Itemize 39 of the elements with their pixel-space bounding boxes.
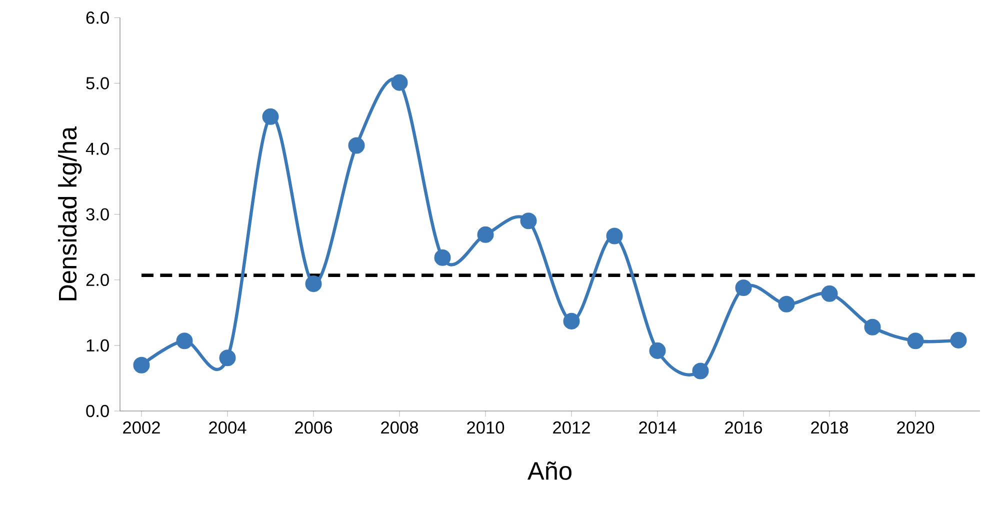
point bbox=[606, 228, 623, 244]
point bbox=[950, 332, 967, 348]
point bbox=[434, 249, 451, 266]
x-tick-label: 2008 bbox=[381, 421, 418, 434]
x-tick-label: 2018 bbox=[811, 421, 848, 434]
y-tick-label: 4.0 bbox=[86, 142, 109, 155]
x-tick-label: 2012 bbox=[553, 421, 590, 434]
x-tick-label: 2020 bbox=[897, 421, 934, 434]
point bbox=[176, 332, 193, 350]
point bbox=[563, 312, 580, 330]
point bbox=[391, 74, 408, 91]
y-tick-label: 5.0 bbox=[86, 77, 109, 90]
point bbox=[864, 318, 881, 336]
point bbox=[735, 279, 752, 296]
y-tick-label: 0.0 bbox=[86, 404, 109, 418]
point bbox=[649, 342, 666, 359]
x-tick-label: 2004 bbox=[209, 421, 246, 434]
y-axis-title: Densidad kg/ha bbox=[58, 126, 82, 300]
point bbox=[477, 226, 494, 243]
x-tick-label: 2002 bbox=[123, 421, 160, 434]
point bbox=[520, 212, 537, 230]
point bbox=[778, 296, 795, 312]
point bbox=[262, 108, 279, 125]
y-tick-label: 2.0 bbox=[86, 274, 109, 286]
point bbox=[821, 285, 838, 302]
point bbox=[133, 356, 150, 374]
x-tick-label: 2016 bbox=[725, 421, 762, 434]
point bbox=[907, 332, 924, 350]
x-axis-title: Año bbox=[528, 461, 572, 480]
y-tick-label: 6.0 bbox=[86, 12, 109, 24]
x-tick-label: 2006 bbox=[295, 421, 332, 434]
point bbox=[305, 276, 322, 292]
y-tick-label: 3.0 bbox=[86, 208, 109, 220]
point bbox=[219, 350, 236, 366]
point bbox=[348, 137, 365, 154]
y-tick-label: 1.0 bbox=[86, 339, 109, 352]
x-tick-label: 2010 bbox=[467, 421, 504, 434]
x-tick-label: 2014 bbox=[639, 421, 676, 434]
point bbox=[692, 362, 709, 380]
